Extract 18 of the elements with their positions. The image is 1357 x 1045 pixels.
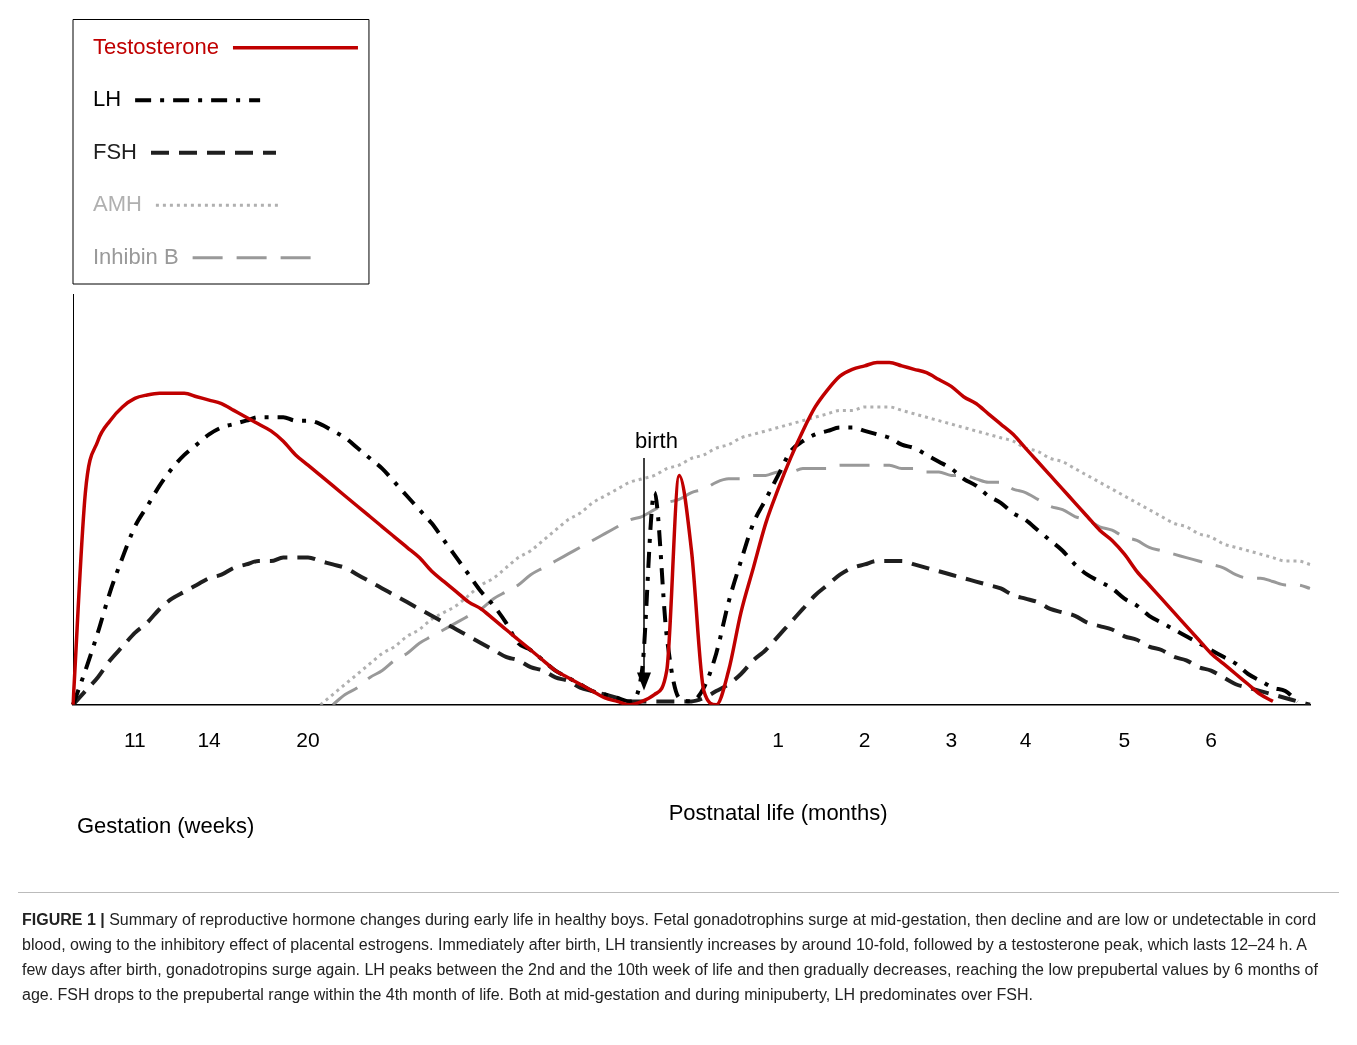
- x-tick-label: 20: [296, 728, 320, 752]
- text: Gestation (weeks): [77, 812, 255, 838]
- x-tick-label: 3: [945, 728, 958, 752]
- caption: FIGURE 1 | Summary of reproductive hormone changes during early life in healthy boys. Fetal gonadotrophins surge at mid-gestation, then decline and are low or undetectable in cord blood, owing to the inhibitory effect of placental estrogens. Immediately after birth, LH transiently increases by around 10-fold, followed by a testosterone peak, which lasts 12–24 h. A few days after birth, gonadotropins surge again. LH peaks between the 2nd and the 10th week of life and then gradually decreases, reaching the low prepubertal values by 6 months of age. FSH drops to the prepubertal range within the 4th month of life. Both at mid-gestation and during minipuberty, LH predominates over FSH.: [22, 911, 1318, 1003]
- text: AMH: [93, 191, 142, 217]
- text: FSH: [93, 138, 137, 164]
- text: LH: [93, 86, 122, 112]
- annotation: birth: [635, 428, 678, 454]
- x-tick-label: 11: [123, 728, 146, 752]
- x-tick-label: 6: [1205, 728, 1217, 752]
- x-tick-label: 4: [1019, 728, 1032, 752]
- x-tick-label: 5: [1118, 728, 1131, 752]
- x-tick-label: 2: [858, 728, 871, 752]
- x-tick-label: 1: [772, 728, 784, 752]
- x-axis-title: Postnatal life (months): [668, 799, 888, 825]
- text: Inhibin B: [93, 243, 179, 269]
- text: Testosterone: [93, 33, 219, 59]
- x-tick-label: 14: [197, 728, 222, 752]
